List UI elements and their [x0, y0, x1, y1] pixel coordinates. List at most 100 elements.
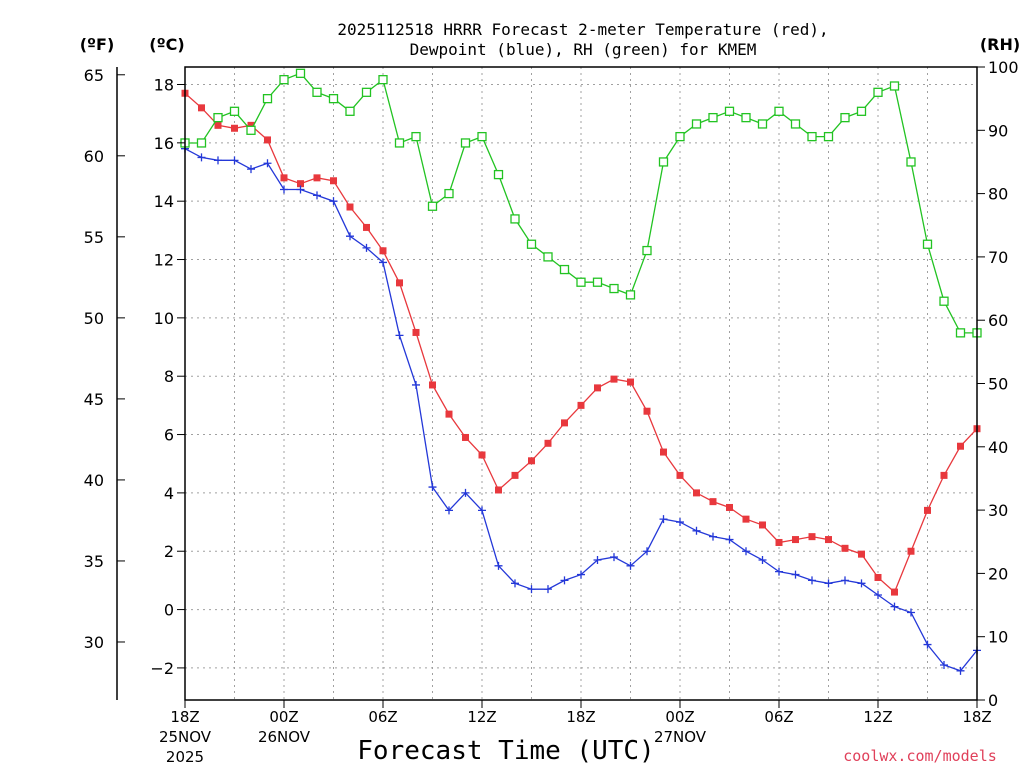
dewpoint-point	[214, 156, 222, 165]
dewpoint-point	[544, 585, 552, 594]
relative-humidity-point	[807, 131, 817, 142]
2-meter-temperature-point	[396, 279, 403, 287]
x-tick-date-label: 27NOV	[654, 728, 707, 746]
dewpoint-point	[692, 526, 701, 535]
relative-humidity-point	[543, 252, 553, 262]
dewpoint-point	[577, 570, 585, 579]
rh-unit-label: (RH)	[980, 35, 1020, 54]
relative-humidity-point	[741, 112, 751, 123]
rh-tick-label: 20	[988, 564, 1008, 583]
2-meter-temperature-point	[808, 533, 816, 541]
2-meter-temperature-point	[742, 515, 750, 523]
x-tick-label: 12Z	[467, 708, 496, 726]
2-meter-temperature-point	[627, 378, 634, 386]
relative-humidity-point	[757, 119, 768, 129]
dewpoint-point	[445, 506, 453, 515]
2-meter-temperature-point	[429, 381, 436, 389]
fahrenheit-unit-label: (ºF)	[80, 35, 115, 54]
dewpoint-point	[346, 232, 354, 241]
2-meter-temperature-point	[594, 384, 601, 392]
relative-humidity-point	[444, 188, 454, 199]
relative-humidity-point	[873, 87, 883, 97]
2-meter-temperature-point	[891, 588, 898, 596]
x-tick-label: 00Z	[269, 708, 298, 726]
2-meter-temperature-point	[940, 471, 948, 479]
2-meter-temperature-point	[528, 457, 535, 465]
credit-text: coolwx.com/models	[843, 747, 997, 765]
celsius-tick-label: 6	[164, 426, 174, 445]
rh-tick-label: 90	[988, 121, 1008, 140]
2-meter-temperature-point	[214, 121, 222, 129]
relative-humidity-point	[609, 283, 619, 294]
relative-humidity-point	[592, 277, 603, 287]
2-meter-temperature-point	[495, 486, 502, 494]
dewpoint-point	[379, 258, 387, 267]
2-meter-temperature-point	[924, 506, 931, 514]
relative-humidity-point	[246, 125, 256, 135]
2-meter-temperature-point	[247, 121, 255, 129]
relative-humidity-point	[427, 201, 438, 211]
dewpoint-point	[824, 579, 833, 588]
relative-humidity-point	[625, 290, 636, 300]
2-meter-temperature-point	[858, 550, 865, 558]
dewpoint-point	[313, 191, 321, 200]
relative-humidity-point	[526, 239, 537, 249]
dewpoint-point	[940, 660, 948, 669]
x-tick-date-label: 25NOV	[159, 728, 212, 746]
dewpoint-point	[494, 561, 503, 570]
celsius-tick-label: 0	[164, 601, 174, 620]
relative-humidity-point	[378, 75, 388, 85]
fahrenheit-tick-label: 60	[84, 147, 104, 166]
2-meter-temperature-point	[561, 419, 568, 427]
relative-humidity-point	[361, 87, 372, 97]
celsius-tick-label: 16	[154, 134, 174, 153]
relative-humidity-point	[411, 131, 421, 142]
series-layer	[180, 68, 982, 675]
relative-humidity-point	[262, 94, 273, 104]
2-meter-temperature-point	[280, 174, 288, 182]
dewpoint-point	[874, 590, 882, 599]
x-tick-label: 06Z	[764, 708, 793, 726]
fahrenheit-tick-label: 50	[84, 309, 104, 328]
relative-humidity-point	[559, 264, 570, 275]
x-tick-date-label: 26NOV	[258, 728, 311, 746]
dewpoint-point	[791, 570, 800, 579]
relative-humidity-point	[889, 81, 900, 91]
x-tick-label: 06Z	[368, 708, 397, 726]
2-meter-temperature-point	[610, 375, 618, 383]
celsius-tick-label: 14	[154, 192, 174, 211]
x-tick-label: 18Z	[170, 708, 199, 726]
celsius-tick-label: 2	[164, 542, 174, 561]
2-meter-temperature-point	[445, 410, 453, 418]
relative-humidity-point	[691, 119, 702, 129]
rh-tick-label: 80	[988, 185, 1008, 204]
dewpoint-point	[329, 197, 338, 206]
x-tick-label: 00Z	[665, 708, 694, 726]
dewpoint-point	[775, 567, 783, 576]
relative-humidity-point	[840, 112, 850, 123]
rh-tick-label: 0	[988, 691, 998, 710]
relative-humidity-point	[394, 138, 405, 148]
2-meter-temperature-point	[907, 547, 915, 555]
relative-humidity-point	[328, 94, 339, 104]
2-meter-temperature-point	[346, 203, 354, 211]
dewpoint-point	[263, 159, 272, 168]
dewpoint-point	[230, 156, 239, 165]
celsius-tick-label: 10	[154, 309, 174, 328]
dewpoint-point	[560, 576, 569, 585]
dewpoint-point	[643, 547, 651, 556]
relative-humidity-point	[823, 131, 834, 142]
dewpoint-point	[923, 640, 932, 649]
celsius-tick-label: 8	[164, 367, 174, 386]
tick-labels: −2 0 2 4 6 8 10 12 14 16 18 30 35 40 45 50 55 60 65 0 10 20 30…	[84, 58, 1019, 766]
2-meter-temperature-point	[726, 503, 733, 511]
relative-humidity-point	[312, 87, 322, 97]
dewpoint-point	[907, 608, 915, 617]
fahrenheit-tick-label: 45	[84, 390, 104, 409]
dewpoint-point	[428, 483, 437, 492]
2-meter-temperature-point	[643, 407, 651, 415]
relative-humidity-point	[856, 106, 867, 116]
2-meter-temperature-point	[577, 401, 585, 409]
relative-humidity-point	[708, 112, 718, 123]
